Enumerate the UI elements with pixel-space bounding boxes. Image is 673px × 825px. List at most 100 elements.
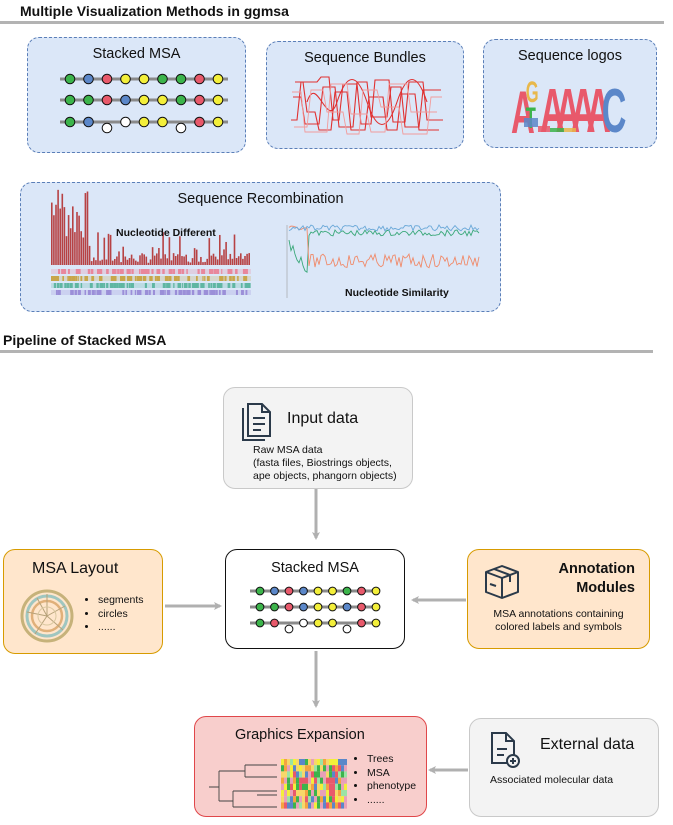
stacked-msa-pipeline-box: Stacked MSA <box>225 549 405 649</box>
nucleotide-dot <box>120 73 131 85</box>
methods-section-title: Multiple Visualization Methods in ggmsa <box>20 3 289 19</box>
nucleotide-dot <box>120 94 131 106</box>
nucleotide-dot <box>175 122 187 134</box>
nucleotide-dot <box>194 94 205 106</box>
logo-letter-7: C <box>602 76 627 145</box>
stacked-msa-method-box: Stacked MSA <box>27 37 246 153</box>
pipeline-section-rule <box>0 350 653 353</box>
msa-layout-list: segments circles ...... <box>84 594 144 635</box>
sequence-logos-method-box: Sequence logos A G T A A A A C <box>483 39 657 148</box>
annotation-modules-title: Annotation Modules <box>558 560 635 598</box>
nucleotide-dot <box>64 116 76 128</box>
annotation-modules-box: Annotation Modules MSA annotations conta… <box>467 549 650 649</box>
nucleotide-dot <box>371 618 381 628</box>
nucleotide-dot <box>101 94 113 106</box>
nucleotide-dot <box>313 602 323 612</box>
sequence-bundles-title: Sequence Bundles <box>304 50 426 66</box>
nucleotide-dot <box>212 94 224 106</box>
nucleotide-dot <box>270 618 279 628</box>
nucleotide-dot <box>255 602 265 612</box>
msa-layout-item-more: ...... <box>98 621 144 635</box>
annotation-title-line-2: Modules <box>576 580 635 596</box>
sequence-recombination-graphic <box>51 189 480 298</box>
circular-layout-icon <box>20 589 74 643</box>
graphics-item-msa: MSA <box>367 767 416 781</box>
nucleotide-similarity-label: Nucleotide Similarity <box>345 287 449 299</box>
annotation-title-line-1: Annotation <box>558 561 635 577</box>
nucleotide-dot <box>101 122 113 134</box>
nucleotide-dot <box>83 73 94 85</box>
msa-layout-title: MSA Layout <box>32 560 119 577</box>
nucleotide-dot <box>342 586 352 596</box>
input-data-line-2: (fasta files, Biostrings objects, <box>253 457 392 469</box>
graphics-expansion-title: Graphics Expansion <box>235 727 365 743</box>
sequence-bundles-graphic <box>291 76 443 135</box>
annotation-modules-description: MSA annotations containing colored label… <box>468 608 649 634</box>
stacked-msa-dots-graphic <box>60 73 228 134</box>
msa-layout-item-circles: circles <box>98 608 144 622</box>
nucleotide-dot <box>83 94 94 106</box>
nucleotide-dot <box>357 602 366 612</box>
logo-letter-4: A <box>556 76 581 145</box>
stacked-msa-pipeline-title: Stacked MSA <box>271 560 359 576</box>
nucleotide-dot <box>255 618 265 628</box>
pipeline-section-title: Pipeline of Stacked MSA <box>3 332 167 348</box>
graphics-item-trees: Trees <box>367 753 416 767</box>
nucleotide-dot <box>138 73 150 85</box>
external-data-title: External data <box>540 736 635 753</box>
sequence-recombination-title: Sequence Recombination <box>177 191 344 207</box>
input-data-line-3: ape objects, phangorn objects) <box>253 470 397 482</box>
phylogenetic-tree-icon <box>209 764 277 808</box>
nucleotide-dot <box>101 73 113 85</box>
nucleotide-dot <box>371 586 381 596</box>
boxes-icon <box>485 565 519 599</box>
nucleotide-dot <box>138 116 150 128</box>
nucleotide-dot <box>138 94 150 106</box>
nucleotide-dot <box>157 94 168 106</box>
graphics-expansion-list: Trees MSA phenotype ...... <box>353 753 416 807</box>
nucleotide-dot <box>270 602 279 612</box>
nucleotide-dot <box>313 586 323 596</box>
sequence-recombination-method-box: Sequence Recombination Nucleotide Differ… <box>20 182 501 312</box>
nucleotide-dot <box>212 73 224 85</box>
nucleotide-dot <box>342 624 352 634</box>
external-data-box: External data Associated molecular data <box>469 718 659 817</box>
input-data-line-1: Raw MSA data <box>253 444 323 456</box>
sequence-bundles-method-box: Sequence Bundles <box>266 41 464 149</box>
nucleotide-dot <box>313 618 323 628</box>
nucleotide-dot <box>328 602 337 612</box>
msa-layout-box: MSA Layout segments circles ...... <box>3 549 163 654</box>
nucleotide-dot <box>342 602 352 612</box>
nucleotide-dot <box>328 618 337 628</box>
nucleotide-dot <box>120 116 131 128</box>
input-data-title: Input data <box>287 410 359 427</box>
logo-letter-1: G <box>526 76 539 109</box>
nucleotide-dot <box>194 73 205 85</box>
input-data-box: Input data Raw MSA data (fasta files, Bi… <box>223 387 413 489</box>
logo-letter-3: A <box>540 76 565 145</box>
stacked-msa-pipeline-dots <box>250 586 381 634</box>
nucleotide-dot <box>284 586 294 596</box>
nucleotide-dot <box>299 602 308 612</box>
methods-section-rule <box>0 21 664 24</box>
sequence-logos-title: Sequence logos <box>518 48 622 64</box>
annotation-line-1: MSA annotations containing <box>493 608 624 620</box>
msa-color-stripe-graphic <box>281 759 347 809</box>
input-data-description: Raw MSA data (fasta files, Biostrings ob… <box>253 444 397 483</box>
nucleotide-dot <box>284 602 294 612</box>
nucleotide-dot <box>64 73 76 85</box>
nucleotide-dot <box>299 618 308 628</box>
nucleotide-dot <box>270 586 279 596</box>
graphics-item-more: ...... <box>367 794 416 808</box>
msa-layout-item-segments: segments <box>98 594 144 608</box>
nucleotide-dot <box>175 94 187 106</box>
nucleotide-dot <box>212 116 224 128</box>
annotation-line-2: colored labels and symbols <box>495 621 622 633</box>
graphics-item-phenotype: phenotype <box>367 780 416 794</box>
nucleotide-dot <box>83 116 94 128</box>
nucleotide-dot <box>357 586 366 596</box>
document-add-icon <box>491 732 520 768</box>
document-stack-icon <box>242 403 271 441</box>
nucleotide-dot <box>357 618 366 628</box>
nucleotide-dot <box>328 586 337 596</box>
